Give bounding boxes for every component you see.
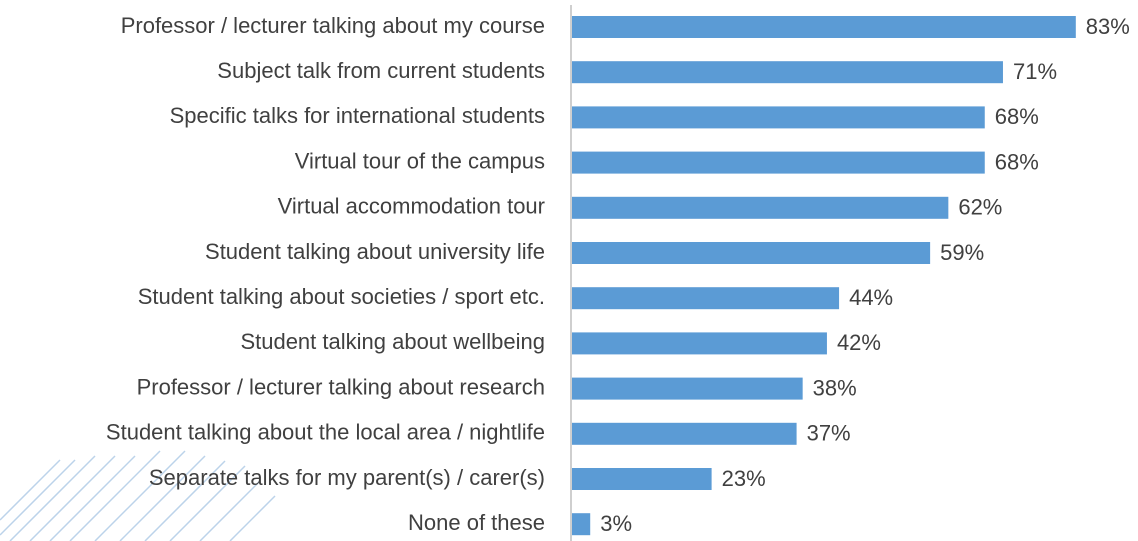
data-label: 42% bbox=[837, 330, 881, 355]
category-label: Student talking about wellbeing bbox=[240, 329, 545, 354]
data-label: 71% bbox=[1013, 59, 1057, 84]
category-label: Student talking about university life bbox=[205, 239, 545, 264]
category-label: Separate talks for my parent(s) / carer(… bbox=[149, 465, 545, 490]
category-label: Professor / lecturer talking about resea… bbox=[137, 374, 545, 399]
bar bbox=[572, 242, 931, 264]
category-label: Virtual accommodation tour bbox=[278, 194, 545, 219]
bar bbox=[572, 196, 949, 219]
data-label: 83% bbox=[1086, 14, 1130, 39]
decoration bbox=[0, 450, 276, 541]
bar bbox=[572, 332, 827, 355]
data-label: 38% bbox=[813, 375, 857, 400]
category-label: Subject talk from current students bbox=[217, 58, 545, 83]
category-label: Specific talks for international student… bbox=[170, 103, 545, 128]
bar bbox=[572, 513, 591, 536]
bar bbox=[572, 106, 985, 129]
category-label: None of these bbox=[408, 510, 545, 535]
category-label: Virtual tour of the campus bbox=[295, 148, 545, 173]
data-label: 3% bbox=[600, 511, 632, 536]
category-label: Student talking about societies / sport … bbox=[138, 284, 545, 309]
bar bbox=[572, 287, 840, 310]
bar bbox=[572, 468, 712, 490]
bar bbox=[572, 16, 1076, 38]
data-label: 44% bbox=[849, 285, 893, 310]
data-label: 59% bbox=[940, 240, 984, 265]
category-label: Professor / lecturer talking about my co… bbox=[121, 13, 545, 38]
data-label: 23% bbox=[722, 466, 766, 491]
bar bbox=[572, 422, 797, 445]
category-label: Student talking about the local area / n… bbox=[106, 420, 545, 445]
data-label: 37% bbox=[807, 421, 851, 446]
bar bbox=[572, 61, 1003, 84]
data-label: 68% bbox=[995, 104, 1039, 129]
bar bbox=[572, 151, 985, 174]
data-label: 62% bbox=[958, 195, 1002, 220]
bar bbox=[572, 377, 803, 400]
data-label: 68% bbox=[995, 149, 1039, 174]
